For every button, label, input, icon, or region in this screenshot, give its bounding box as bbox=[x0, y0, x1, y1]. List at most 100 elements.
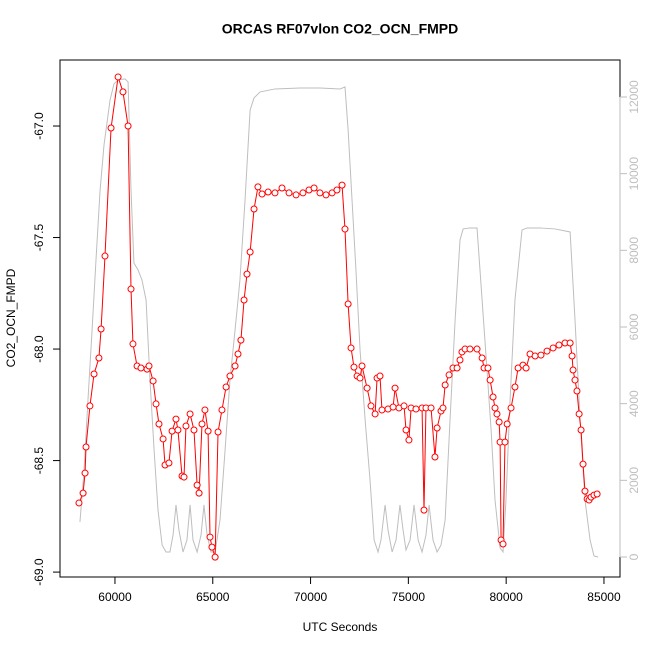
data-point bbox=[165, 459, 173, 467]
data-point bbox=[285, 189, 293, 197]
data-point bbox=[240, 296, 248, 304]
data-point bbox=[507, 404, 515, 412]
data-point bbox=[180, 473, 188, 481]
data-point bbox=[484, 364, 492, 372]
data-point bbox=[579, 460, 587, 468]
data-point bbox=[208, 543, 216, 551]
data-point bbox=[127, 285, 135, 293]
data-point bbox=[254, 183, 262, 191]
x-tick-label: 60000 bbox=[98, 590, 132, 604]
data-point bbox=[391, 384, 399, 392]
data-point bbox=[271, 189, 279, 197]
data-point bbox=[376, 372, 384, 380]
data-point bbox=[168, 427, 176, 435]
data-point bbox=[486, 376, 494, 384]
data-point bbox=[101, 252, 109, 260]
data-point bbox=[90, 370, 98, 378]
data-point bbox=[537, 351, 545, 359]
data-point bbox=[190, 426, 198, 434]
data-point bbox=[453, 364, 461, 372]
y-axis-label: CO2_OCN_FMPD bbox=[4, 268, 18, 367]
data-point bbox=[250, 205, 258, 213]
data-point bbox=[182, 422, 190, 430]
data-point bbox=[86, 402, 94, 410]
data-point bbox=[222, 383, 230, 391]
data-point bbox=[499, 540, 507, 548]
data-point bbox=[473, 345, 481, 353]
chart-title: ORCAS RF07vlon CO2_OCN_FMPD bbox=[222, 21, 458, 37]
data-point bbox=[204, 427, 212, 435]
data-point bbox=[522, 364, 530, 372]
data-point bbox=[152, 400, 160, 408]
data-point bbox=[367, 402, 375, 410]
data-point bbox=[214, 428, 222, 436]
data-point bbox=[155, 420, 163, 428]
data-point bbox=[358, 362, 366, 370]
data-point bbox=[258, 190, 266, 198]
data-point bbox=[201, 406, 209, 414]
data-point bbox=[174, 426, 182, 434]
data-point bbox=[389, 403, 397, 411]
data-point bbox=[206, 533, 214, 541]
data-point bbox=[195, 489, 203, 497]
data-point bbox=[405, 436, 413, 444]
data-point bbox=[243, 270, 251, 278]
data-point bbox=[211, 553, 219, 561]
data-point bbox=[137, 364, 145, 372]
data-point bbox=[571, 376, 579, 384]
data-point bbox=[441, 381, 449, 389]
data-point bbox=[316, 189, 324, 197]
data-point bbox=[107, 124, 115, 132]
data-point bbox=[412, 405, 420, 413]
data-point bbox=[371, 410, 379, 418]
data-point bbox=[503, 420, 511, 428]
data-point bbox=[573, 387, 581, 395]
y-tick-label: -69.0 bbox=[32, 558, 46, 586]
y-tick-label: -68.0 bbox=[32, 335, 46, 363]
data-point bbox=[581, 487, 589, 495]
data-point bbox=[322, 191, 330, 199]
data-point bbox=[549, 344, 557, 352]
data-point bbox=[568, 352, 576, 360]
data-point bbox=[299, 189, 307, 197]
data-point bbox=[531, 352, 539, 360]
data-point bbox=[114, 73, 122, 81]
data-point bbox=[575, 410, 583, 418]
data-point bbox=[466, 345, 474, 353]
data-point bbox=[333, 186, 341, 194]
y2-tick-label: 2000 bbox=[627, 467, 641, 494]
data-point bbox=[378, 406, 386, 414]
data-point bbox=[246, 248, 254, 256]
data-point bbox=[566, 339, 574, 347]
data-point bbox=[439, 404, 447, 412]
data-point bbox=[478, 354, 486, 362]
data-point bbox=[456, 356, 464, 364]
y-tick-label: -68.5 bbox=[32, 447, 46, 475]
x-tick-label: 75000 bbox=[392, 590, 426, 604]
data-point bbox=[363, 384, 371, 392]
data-point bbox=[149, 377, 157, 385]
data-point bbox=[264, 188, 272, 196]
data-point bbox=[431, 453, 439, 461]
data-point bbox=[218, 406, 226, 414]
x-tick-label: 80000 bbox=[489, 590, 523, 604]
data-point bbox=[226, 372, 234, 380]
data-point bbox=[75, 499, 83, 507]
data-point bbox=[493, 410, 501, 418]
data-point bbox=[82, 443, 90, 451]
data-point bbox=[310, 184, 318, 192]
x-axis-label: UTC Seconds bbox=[303, 620, 378, 634]
data-point bbox=[237, 336, 245, 344]
y2-tick-label: 4000 bbox=[627, 390, 641, 417]
data-point bbox=[356, 374, 364, 382]
data-point bbox=[186, 410, 194, 418]
y-tick-label: -67.5 bbox=[32, 224, 46, 252]
data-point bbox=[555, 341, 563, 349]
data-point bbox=[79, 489, 87, 497]
data-point bbox=[231, 362, 239, 370]
data-point bbox=[234, 350, 242, 358]
x-tick-label: 85000 bbox=[587, 590, 621, 604]
data-point bbox=[543, 347, 551, 355]
